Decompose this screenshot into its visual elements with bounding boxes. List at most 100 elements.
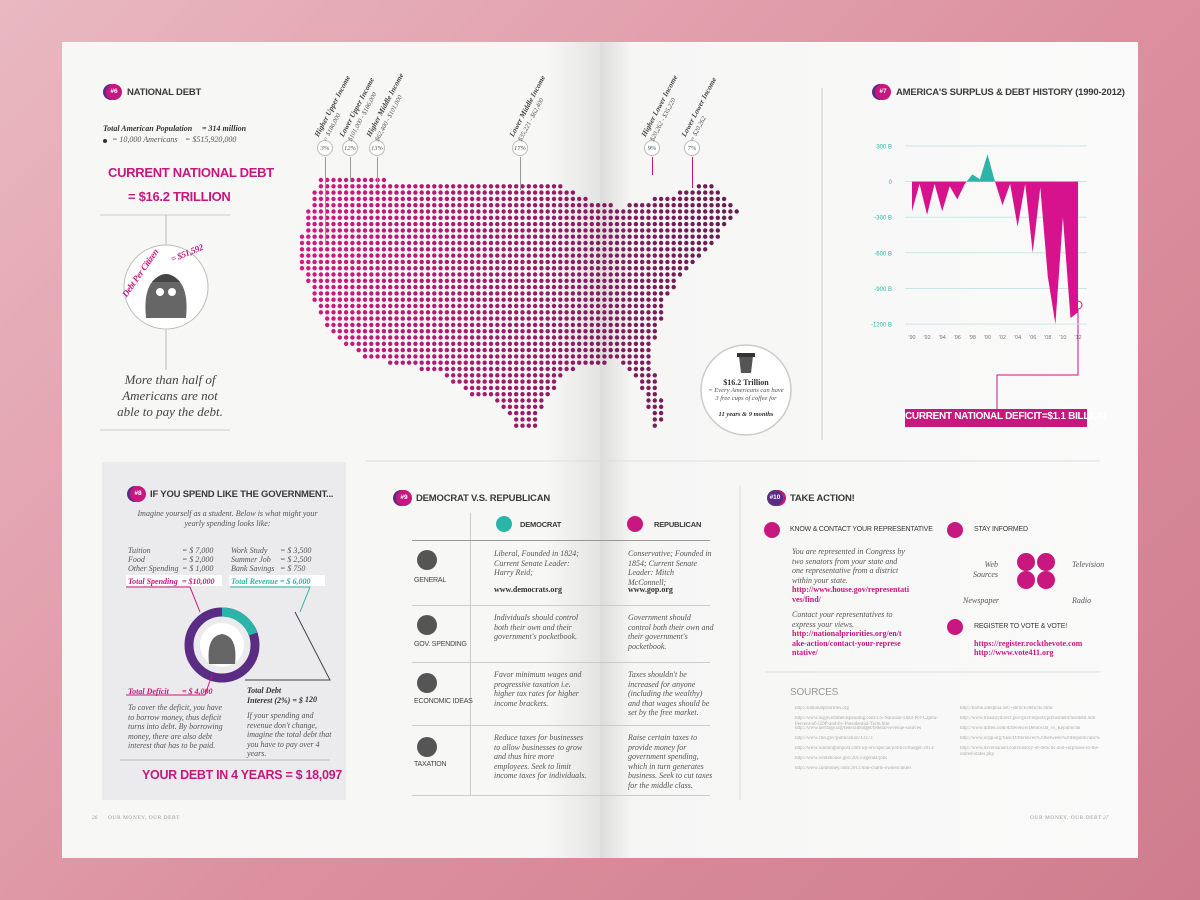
source-item: http://www.diffen.com/difference/Democra… [960,726,1081,731]
map-dot [432,366,437,372]
map-dot [703,240,708,246]
map-dot [362,310,368,315]
map-dot [532,392,538,397]
map-dot [703,228,708,233]
map-dot [709,221,714,227]
map-dot [419,209,424,214]
map-dot [419,196,424,202]
map-dot [665,278,670,283]
media-icon [1017,571,1035,589]
map-dot [413,354,418,359]
map-dot [526,240,531,246]
map-dot [413,234,418,239]
map-dot [671,234,676,239]
map-dot [627,322,632,328]
map-dot [526,423,531,428]
map-dot [337,196,342,202]
map-dot [501,253,506,258]
map-dot [677,266,683,271]
map-dot [369,291,374,296]
quote: More than half of Americans are not able… [117,372,223,419]
callout-line [350,157,351,182]
map-dot [551,329,557,334]
map-dot [658,272,664,277]
map-dot [633,240,639,246]
map-dot [640,373,645,378]
map-dot [476,291,481,296]
map-dot [413,266,418,271]
map-dot [677,253,683,258]
map-dot [658,215,664,220]
map-dot [413,247,418,252]
current-debt-value: = $16.2 TRILLION [128,189,231,204]
map-dot [501,310,506,315]
map-dot [495,215,500,220]
map-dot [469,240,475,246]
map-dot [570,190,576,195]
map-dot [690,247,695,252]
row-label: ECONOMIC IDEAS [414,698,473,705]
map-dot [476,329,481,334]
map-dot [457,259,462,265]
map-dot [646,373,651,378]
map-dot [621,316,626,321]
map-dot [488,247,494,252]
source-item: http://www.whitehouse.gov/2013-agenda/jo… [795,756,888,761]
map-dot [564,196,569,202]
map-dot [337,234,342,239]
map-dot [564,284,569,290]
map-dot [482,373,487,378]
map-dot [419,360,424,365]
republican-icon [627,516,643,532]
map-dot [463,347,468,353]
map-dot [621,347,626,353]
map-dot [488,203,494,208]
connector [126,586,201,613]
map-dot [476,373,481,378]
map-dot [501,373,506,378]
map-dot [558,278,563,283]
map-dot [595,335,601,340]
map-dot [495,240,500,246]
map-dot [564,266,569,271]
map-dot [526,322,531,328]
map-dot [362,316,368,321]
map-dot [539,398,544,403]
legend-dot [103,139,107,143]
map-dot [400,329,405,334]
map-dot [507,278,513,283]
map-dot [595,329,601,334]
map-dot [337,209,342,214]
action-icon [947,619,963,635]
map-dot [350,177,355,183]
map-dot [539,379,544,384]
map-dot [526,392,531,397]
map-dot [350,316,355,321]
map-dot [463,335,468,340]
table-line [412,795,710,796]
map-dot [406,335,412,340]
map-dot [558,190,563,195]
map-dot [627,297,632,302]
map-dot [665,221,670,227]
map-dot [451,215,456,220]
map-dot [501,291,506,296]
map-dot [356,184,361,189]
map-dot [318,177,324,183]
map-dot [608,322,613,328]
map-dot [369,272,374,277]
map-dot [451,184,456,189]
map-dot [362,177,368,183]
map-dot [633,322,639,328]
map-dot [658,234,664,239]
map-dot [406,247,412,252]
section-title: IF YOU SPEND LIKE THE GOVERNMENT... [150,489,334,500]
map-dot [551,215,557,220]
map-dot [551,203,557,208]
map-dot [652,392,657,397]
map-dot [677,190,683,195]
map-dot [658,203,664,208]
map-dot [400,259,405,265]
map-dot [432,303,437,309]
map-dot [400,203,405,208]
